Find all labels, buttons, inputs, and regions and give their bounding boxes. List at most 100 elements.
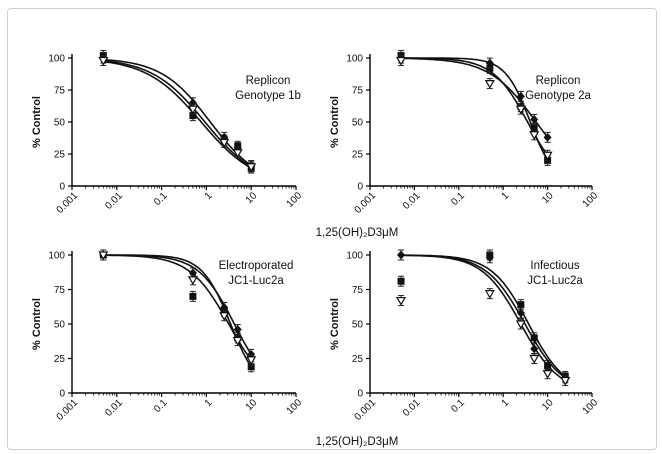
x-tick-label: 0.001 (55, 397, 81, 423)
x-tick-label: 10 (540, 190, 556, 206)
data-point-diamond (530, 114, 539, 124)
data-point-triangle (187, 276, 198, 286)
data-point-triangle (219, 138, 230, 148)
fit-curve-series-3 (401, 57, 550, 157)
data-point-triangle (246, 163, 257, 173)
y-tick-label: 100 (346, 54, 363, 65)
data-point-triangle (484, 290, 495, 299)
x-tick-label: 0.01 (401, 190, 423, 212)
y-tick-label: 50 (352, 320, 364, 331)
x-tick-label: 10 (540, 397, 556, 413)
y-axis-label: % Control (31, 298, 43, 350)
x-tick-label: 0.1 (152, 397, 170, 415)
y-tick-label: 75 (54, 285, 66, 296)
data-point-triangle (98, 251, 109, 261)
panel-4: 0 25 50 75 100 0.001 0.01 0.1 1 10 100 % Control Inf… (329, 249, 601, 423)
fit-curve-series-2 (103, 58, 253, 167)
x-tick-label: 10 (244, 190, 260, 206)
y-tick-label: 100 (48, 54, 65, 65)
data-point-square (189, 292, 197, 300)
x-tick-label: 0.1 (449, 190, 467, 208)
y-tick-label: 100 (346, 251, 363, 262)
panel-annotation-line: Electroporated (219, 260, 294, 272)
panel-annotation-line: Genotype 1b (235, 90, 301, 102)
data-point-triangle (484, 79, 495, 89)
fit-curve-series-3 (401, 254, 567, 382)
panel-annotation-line: Infectious (530, 260, 579, 272)
x-tick-label: 0.01 (103, 190, 125, 212)
data-point-square (530, 124, 538, 132)
x-tick-label: 1 (203, 190, 215, 202)
data-point-square (189, 112, 197, 120)
y-tick-label: 50 (54, 118, 66, 129)
x-tick-label: 0.001 (55, 190, 81, 216)
fit-curve-series-3 (103, 60, 253, 169)
y-axis-label: % Control (329, 298, 341, 350)
x-tick-label: 1 (500, 190, 512, 202)
data-point-triangle (232, 336, 243, 346)
fit-curve-series-1 (103, 60, 253, 170)
x-tick-label: 100 (285, 190, 305, 210)
data-point-triangle (219, 312, 230, 321)
panel-annotation-line: Replicon (246, 75, 291, 87)
y-tick-label: 0 (357, 389, 363, 400)
data-point-triangle (515, 105, 526, 115)
panel-annotation-line: JC1-Luc2a (228, 275, 284, 287)
fit-curve-series-3 (103, 254, 253, 362)
data-point-triangle (232, 149, 243, 158)
data-point-triangle (529, 354, 540, 364)
y-tick-label: 0 (59, 182, 65, 193)
data-point-diamond (516, 91, 525, 101)
data-point-square (530, 334, 538, 342)
x-tick-label: 0.01 (103, 397, 125, 419)
data-point-triangle (529, 131, 540, 141)
x-tick-label: 100 (285, 397, 305, 417)
y-tick-label: 100 (48, 251, 65, 262)
data-point-triangle (560, 376, 571, 386)
x-axis-label-top: 1,25(OH)₂D3μM (316, 227, 399, 239)
panel-2: 0 25 50 75 100 0.001 0.01 0.1 1 10 100 % Control Rep… (329, 49, 601, 216)
y-tick-label: 0 (357, 182, 363, 193)
y-tick-label: 50 (352, 118, 364, 129)
x-tick-label: 100 (581, 397, 601, 417)
fit-curve-series-2 (401, 254, 567, 380)
data-point-square (517, 301, 525, 309)
y-tick-label: 75 (54, 86, 66, 97)
data-point-square (247, 363, 255, 371)
y-axis-label: % Control (329, 96, 341, 148)
y-tick-label: 75 (352, 285, 364, 296)
y-tick-label: 25 (54, 150, 66, 161)
y-tick-label: 75 (352, 86, 364, 97)
data-point-diamond (516, 308, 525, 318)
data-point-diamond (485, 253, 494, 263)
y-tick-label: 50 (54, 320, 66, 331)
panel-3: 0 25 50 75 100 0.001 0.01 0.1 1 10 100 % Control Ele… (31, 249, 305, 423)
data-point-triangle (396, 296, 407, 306)
panel-1: 0 25 50 75 100 0.001 0.01 0.1 1 10 100 % Control Rep… (31, 49, 305, 216)
data-point-triangle (98, 56, 109, 66)
data-point-square (397, 277, 405, 285)
y-tick-label: 25 (352, 354, 364, 365)
data-point-diamond (220, 302, 229, 312)
x-tick-label: 0.1 (449, 397, 467, 415)
data-point-triangle (396, 56, 407, 66)
x-tick-label: 100 (581, 190, 601, 210)
data-point-triangle (187, 105, 198, 115)
data-point-diamond (485, 58, 494, 68)
x-tick-label: 10 (244, 397, 260, 413)
panel-annotation-line: Replicon (536, 75, 581, 87)
x-tick-label: 0.001 (353, 397, 379, 423)
data-point-triangle (515, 320, 526, 330)
x-tick-label: 0.001 (353, 190, 379, 216)
panel-annotation-line: Genotype 2a (525, 90, 591, 102)
data-point-diamond (233, 325, 242, 335)
x-tick-label: 1 (203, 397, 215, 409)
data-point-triangle (542, 151, 553, 161)
y-tick-label: 25 (54, 354, 66, 365)
x-tick-label: 0.01 (401, 397, 423, 419)
data-point-diamond (543, 132, 552, 142)
y-tick-label: 25 (352, 150, 364, 161)
y-tick-label: 0 (59, 389, 65, 400)
x-axis-label-bottom: 1,25(OH)₂D3μM (316, 436, 399, 448)
